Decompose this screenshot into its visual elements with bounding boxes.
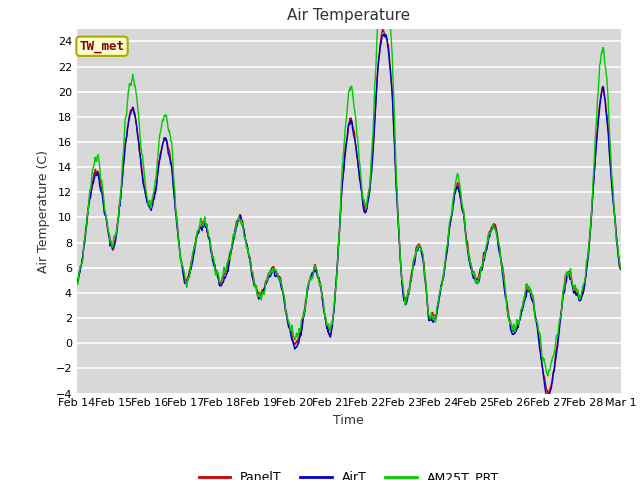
AM25T_PRT [505, 312, 513, 318]
Legend: PanelT, AirT, AM25T_PRT: PanelT, AirT, AM25T_PRT [194, 467, 504, 480]
Title: Air Temperature: Air Temperature [287, 9, 410, 24]
PanelT [553, 343, 561, 349]
AirT [255, 296, 262, 302]
AM25T_PRT [544, 373, 552, 379]
PanelT [545, 391, 552, 397]
AM25T_PRT [180, 270, 188, 276]
AM25T_PRT [73, 279, 81, 285]
AirT [434, 306, 442, 312]
AirT [505, 316, 513, 322]
AirT [553, 348, 561, 353]
AirT [180, 280, 188, 286]
AM25T_PRT [434, 303, 442, 309]
AM25T_PRT [255, 293, 262, 299]
AM25T_PRT [617, 264, 625, 269]
AirT [380, 31, 388, 37]
PanelT [180, 276, 188, 282]
Line: PanelT: PanelT [77, 30, 621, 394]
PanelT [194, 231, 202, 237]
Line: AM25T_PRT: AM25T_PRT [77, 0, 621, 376]
Text: TW_met: TW_met [79, 40, 125, 53]
AirT [194, 230, 202, 236]
PanelT [255, 290, 262, 296]
AM25T_PRT [194, 228, 202, 233]
Line: AirT: AirT [77, 34, 621, 399]
PanelT [617, 267, 625, 273]
Y-axis label: Air Temperature (C): Air Temperature (C) [37, 150, 50, 273]
PanelT [379, 27, 387, 33]
AM25T_PRT [553, 334, 561, 339]
X-axis label: Time: Time [333, 414, 364, 427]
PanelT [73, 277, 81, 283]
PanelT [434, 305, 442, 311]
AirT [73, 278, 81, 284]
AirT [617, 266, 625, 272]
PanelT [505, 311, 513, 316]
AirT [544, 396, 552, 402]
